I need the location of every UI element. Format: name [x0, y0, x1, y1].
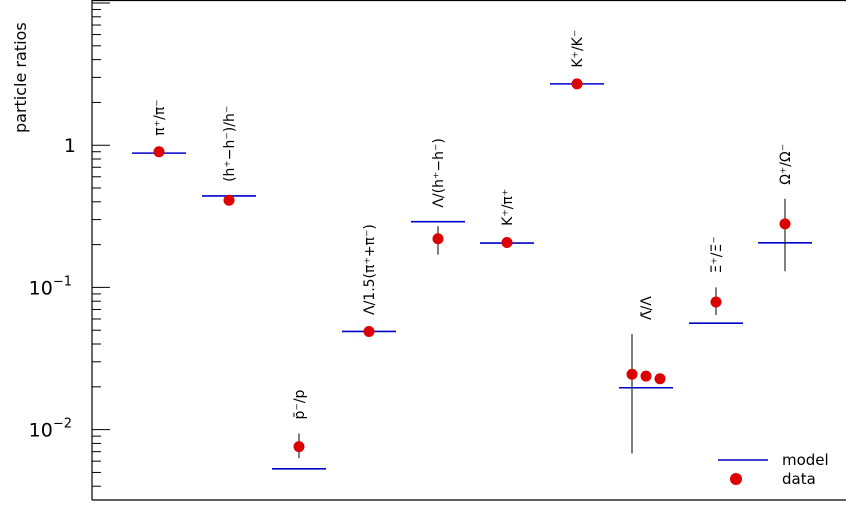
data-point — [640, 370, 652, 382]
data-point — [571, 78, 583, 90]
axes — [91, 0, 846, 501]
data-point — [710, 296, 722, 308]
data-point — [153, 146, 165, 158]
y-axis-label-group: particle ratios — [11, 22, 30, 133]
data-point — [779, 218, 791, 230]
data-point — [654, 373, 666, 385]
data-point — [363, 325, 375, 337]
data-point — [432, 233, 444, 245]
category-labels: π⁺/π⁻ (h⁺−h⁻)/h⁻ p̄⁻/p Λ/1.5(π⁺+π⁻) Λ/(h⁺−h⁻… — [152, 30, 794, 420]
category-label: Λ̄/Λ — [639, 296, 655, 320]
y-tick-label: 1 — [64, 135, 76, 157]
y-tick-label: 10−1 — [29, 274, 72, 299]
category-label: (h⁺−h⁻)/h⁻ — [222, 106, 238, 182]
legend-model-label: model — [782, 451, 829, 469]
legend: model data — [718, 451, 829, 488]
data-point — [626, 368, 638, 380]
category-label: p̄⁻/p — [292, 389, 308, 419]
category-label: K⁺/π⁺ — [500, 189, 516, 226]
y-tick-label: 10−2 — [29, 417, 72, 442]
data-point — [501, 236, 513, 248]
category-label: Λ/(h⁺−h⁻) — [431, 138, 447, 207]
legend-data-swatch — [730, 473, 742, 485]
category-label: π⁺/π⁻ — [152, 99, 168, 135]
data-point — [293, 441, 305, 453]
y-axis-ticks: 1 10−1 10−2 — [29, 2, 110, 487]
y-axis-label: particle ratios — [11, 22, 30, 133]
category-label: Λ/1.5(π⁺+π⁻) — [362, 224, 378, 315]
data-marks — [132, 78, 812, 470]
category-label: Ξ̄⁺/Ξ⁻ — [709, 236, 725, 273]
legend-data-label: data — [782, 470, 816, 488]
category-label: Ω⁺/Ω⁻ — [778, 144, 794, 185]
category-label: K⁺/K⁻ — [570, 30, 586, 68]
data-point — [223, 194, 235, 206]
